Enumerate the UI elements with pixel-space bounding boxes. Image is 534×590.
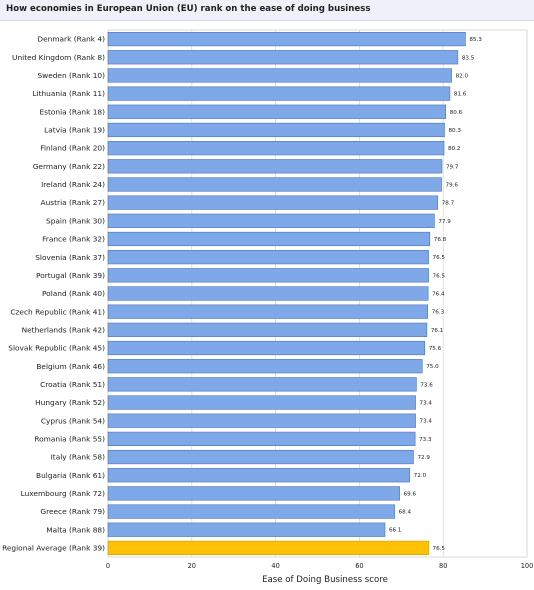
bar [107,195,439,210]
data-label: 75.6 [429,346,442,352]
data-label: 77.9 [438,219,451,225]
bar [107,431,416,446]
data-label: 75.0 [426,364,439,370]
x-tick-label: 40 [271,562,279,570]
category-label: Romania (Rank 55) [34,434,105,443]
data-label: 73.4 [420,419,433,425]
bar [107,468,410,483]
x-axis-title: Ease of Doing Business score [262,575,388,585]
category-label: Ireland (Rank 24) [41,180,105,189]
category-label: Greece (Rank 79) [40,507,105,516]
bar [107,340,426,356]
category-label: France (Rank 32) [42,235,105,244]
category-label: Italy (Rank 58) [51,453,105,462]
bar [107,31,466,47]
bar [107,250,429,265]
bar [107,86,451,101]
bar [107,104,447,119]
category-label: Poland (Rank 40) [42,289,105,298]
bar [107,322,428,337]
bar [107,159,443,174]
data-label: 79.7 [446,164,459,170]
data-label: 76.3 [432,310,445,316]
category-label: Sweden (Rank 10) [37,71,105,80]
bar [107,231,431,247]
category-label: Slovak Republic (Rank 45) [8,344,105,353]
category-label: Bulgaria (Rank 61) [36,471,105,480]
category-label: Denmark (Rank 4) [37,35,105,44]
bar [107,522,386,537]
bar [107,486,400,501]
category-label: Czech Republic (Rank 41) [10,307,105,316]
category-label: Regional Average (Rank 39) [2,544,105,553]
category-label: Spain (Rank 30) [46,216,105,225]
category-label: Hungary (Rank 52) [35,398,105,407]
bar [107,395,416,410]
data-label: 68.4 [399,510,412,516]
category-label: Belgium (Rank 46) [36,362,105,371]
x-tick-label: 60 [355,562,363,570]
data-label: 76.5 [433,255,446,261]
category-label: Latvia (Rank 19) [44,126,105,135]
data-label: 73.6 [420,382,433,388]
category-label: United Kingdom (Rank 8) [12,53,105,62]
category-label: Finland (Rank 20) [40,144,105,153]
bar [107,504,395,519]
data-label: 66.1 [389,528,402,534]
category-label: Slovenia (Rank 37) [35,253,105,262]
bar [107,413,416,428]
data-label: 81.6 [454,92,467,98]
data-label: 76.4 [432,292,445,298]
data-label: 80.6 [450,110,463,116]
bar [107,68,452,83]
bar [107,213,435,228]
data-label: 78.7 [442,201,455,207]
data-label: 73.4 [420,401,433,407]
chart-title: How economies in European Union (EU) ran… [6,4,371,14]
category-label: Croatia (Rank 51) [40,380,105,389]
x-tick-label: 0 [106,562,110,570]
data-label: 73.3 [419,437,432,443]
data-label: 76.5 [433,273,446,279]
category-label: Malta (Rank 88) [46,525,105,534]
data-label: 72.9 [417,455,430,461]
data-label: 83.5 [462,55,475,61]
category-label: Portugal (Rank 39) [36,271,105,280]
bar [107,50,459,65]
bar [107,286,429,301]
category-label: Lithuania (Rank 11) [32,89,105,98]
category-label: Estonia (Rank 18) [39,107,105,116]
bar [107,359,423,374]
category-label: Austria (Rank 27) [41,198,106,207]
data-label: 80.3 [448,128,461,134]
data-label: 79.6 [446,182,459,188]
x-tick-label: 80 [439,562,447,570]
category-label: Luxembourg (Rank 72) [21,489,106,498]
bar [107,122,445,138]
data-label: 69.6 [404,491,417,497]
bar [107,449,414,465]
category-label: Germany (Rank 22) [33,162,105,171]
bar [107,268,429,283]
category-label: Netherlands (Rank 42) [22,325,106,334]
x-tick-label: 20 [188,562,196,570]
chart-title-bar: How economies in European Union (EU) ran… [0,0,534,21]
x-tick-label: 100 [521,562,534,570]
bar [107,177,442,192]
data-label: 82.0 [456,73,469,79]
bar [107,304,428,319]
data-label: 76.8 [434,237,447,243]
data-label: 76.1 [431,328,444,334]
bar [107,377,417,392]
category-label: Cyprus (Rank 54) [41,416,105,425]
data-label: 72.0 [414,473,427,479]
data-label: 85.3 [469,37,482,43]
regional-average-bar [107,540,429,556]
data-label: 80.2 [448,146,460,152]
bar [107,141,445,156]
data-label: 76.5 [433,546,446,552]
